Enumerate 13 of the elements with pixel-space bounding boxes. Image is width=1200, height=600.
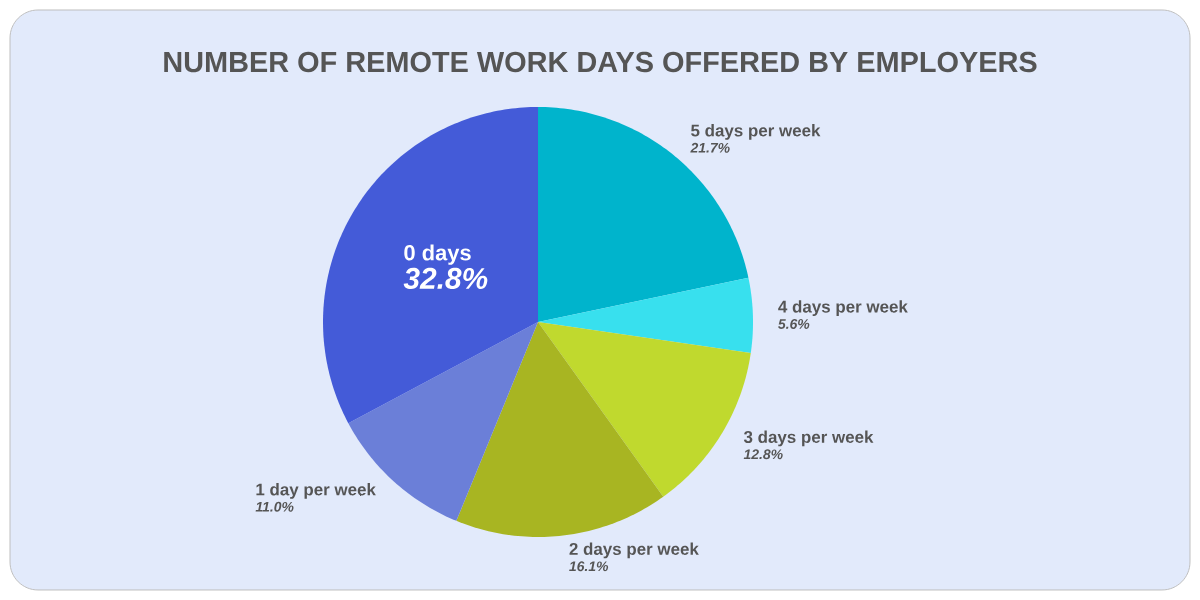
slice-label: 2 days per week (569, 542, 699, 559)
slice-label: 5 days per week (691, 124, 821, 140)
data-label: 11.0% (255, 501, 294, 512)
data-label: 12.8% (743, 449, 783, 460)
slice-label: 4 days per week (778, 300, 908, 317)
chart-title: NUMBER OF REMOTE WORK DAYS OFFERED BY EMPLOYERS (164, 51, 1037, 73)
data-label: 21.7% (690, 142, 730, 153)
slice-label: 3 days per week (743, 430, 874, 447)
slice-label: 0 days (404, 244, 471, 265)
slice-label: 1 day per week (256, 483, 376, 499)
data-label: 5.6% (778, 319, 810, 329)
data-label: 16.1% (569, 561, 609, 572)
data-label: 32.8% (403, 267, 488, 289)
